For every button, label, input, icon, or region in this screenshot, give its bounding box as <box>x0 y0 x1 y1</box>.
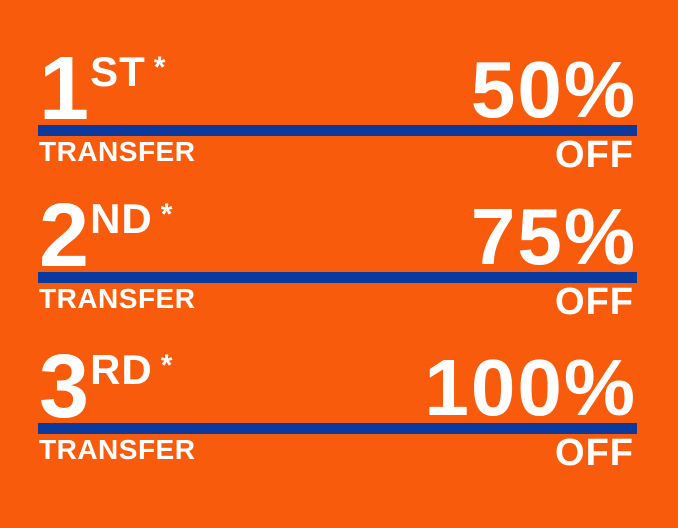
discount-percent: 50% <box>470 45 637 134</box>
asterisk-mark: * <box>160 198 174 231</box>
ordinal-suffix: ST <box>90 48 146 95</box>
off-label: OFF <box>555 432 634 474</box>
promo-row: 1ST * 50% TRANSFER OFF <box>38 40 637 181</box>
ordinal-heading: 3RD * <box>39 342 173 432</box>
ordinal-number: 3 <box>39 337 91 437</box>
divider-line <box>38 423 637 434</box>
discount-percent: 75% <box>470 192 637 281</box>
transfer-label: TRANSFER <box>39 136 196 167</box>
promo-row: 2ND * 75% TRANSFER OFF <box>38 187 637 328</box>
transfer-label: TRANSFER <box>39 283 196 314</box>
ordinal-number: 1 <box>39 39 91 139</box>
asterisk-mark: * <box>153 51 167 84</box>
divider-line <box>38 125 637 136</box>
ordinal-number: 2 <box>39 186 91 286</box>
divider-line <box>38 272 637 283</box>
ordinal-heading: 1ST * <box>39 44 166 134</box>
ordinal-heading: 2ND * <box>39 191 173 281</box>
off-label: OFF <box>555 281 634 323</box>
asterisk-mark: * <box>160 349 174 382</box>
discount-percent: 100% <box>424 343 637 432</box>
ordinal-suffix: RD <box>90 346 153 393</box>
ordinal-suffix: ND <box>90 195 153 242</box>
promo-row: 3RD * 100% TRANSFER OFF <box>38 338 637 479</box>
transfer-label: TRANSFER <box>39 434 196 465</box>
off-label: OFF <box>555 134 634 176</box>
